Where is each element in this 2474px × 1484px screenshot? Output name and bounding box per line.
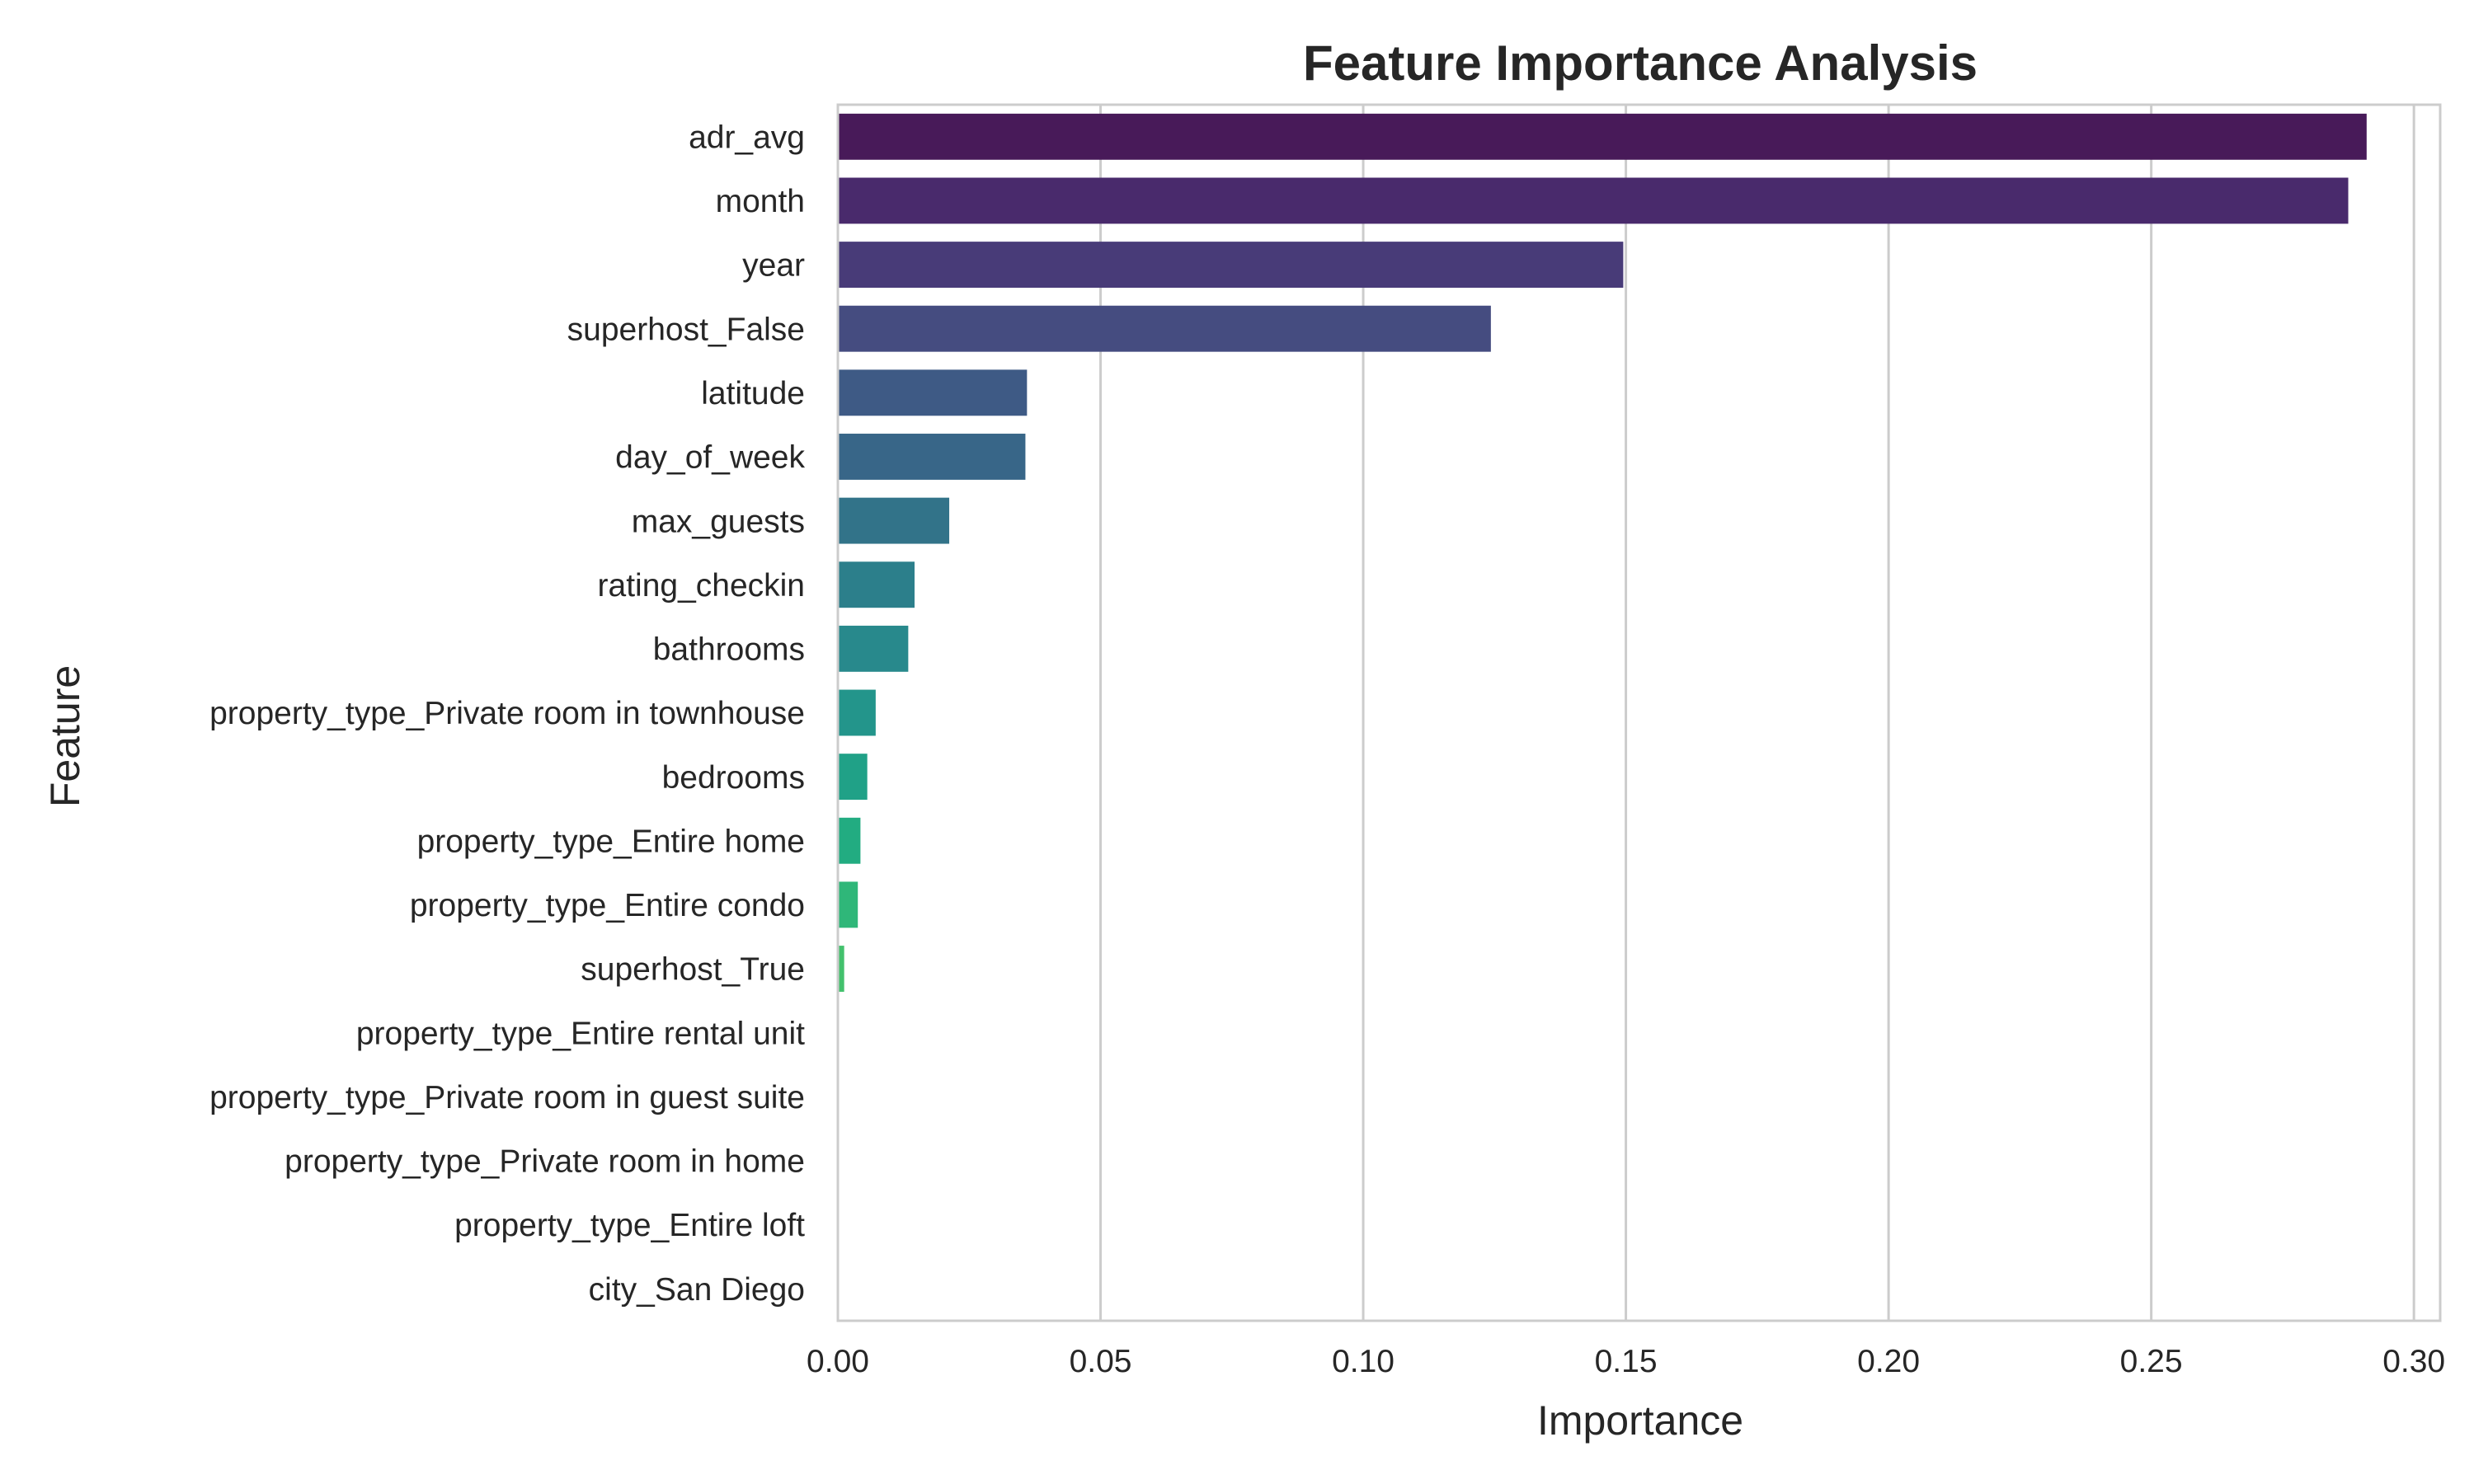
x-tick-label: 0.05 — [1070, 1344, 1132, 1379]
bar — [838, 177, 2349, 224]
x-tick-label: 0.25 — [2120, 1344, 2183, 1379]
y-tick-label: day_of_week — [615, 440, 805, 476]
y-tick-label: property_type_Private room in guest suit… — [209, 1080, 805, 1115]
bar — [838, 242, 1624, 289]
x-tick-label: 0.30 — [2382, 1344, 2445, 1379]
y-tick-label: latitude — [701, 376, 805, 411]
y-tick-label: bedrooms — [662, 760, 805, 796]
y-tick-label: superhost_False — [567, 312, 805, 347]
y-tick-label: property_type_Entire condo — [410, 888, 805, 923]
bar — [838, 754, 868, 801]
x-axis-title: Importance — [1537, 1397, 1743, 1444]
bar — [838, 689, 876, 736]
y-tick-label: bathrooms — [653, 632, 805, 668]
bar — [838, 946, 844, 992]
bar — [838, 434, 1026, 480]
y-tick-label: superhost_True — [581, 952, 805, 988]
y-tick-label: year — [742, 248, 805, 284]
x-tick-label: 0.10 — [1332, 1344, 1395, 1379]
y-tick-label: property_type_Entire rental unit — [356, 1016, 805, 1051]
x-tick-labels: 0.00 0.05 0.10 0.15 0.20 0.25 0.30 — [807, 1344, 2445, 1379]
bar — [838, 113, 2367, 160]
bar — [838, 369, 1028, 416]
y-tick-label: max_guests — [632, 504, 805, 539]
y-tick-label: property_type_Entire loft — [454, 1208, 805, 1243]
plot-frame — [836, 103, 2442, 1322]
bars — [838, 113, 2367, 992]
x-tick-label: 0.20 — [1857, 1344, 1920, 1379]
bar — [838, 305, 1491, 352]
y-axis-title: Feature — [42, 665, 88, 807]
y-tick-label: month — [716, 184, 805, 219]
bar — [838, 881, 858, 928]
bar — [838, 817, 861, 864]
bar — [838, 497, 950, 544]
y-tick-label: property_type_Entire home — [417, 824, 805, 859]
y-tick-label: property_type_Private room in home — [285, 1144, 805, 1180]
x-tick-label: 0.15 — [1595, 1344, 1658, 1379]
y-tick-label: city_San Diego — [589, 1272, 805, 1308]
y-tick-label: adr_avg — [689, 120, 805, 155]
x-tick-label: 0.00 — [807, 1344, 869, 1379]
y-tick-label: property_type_Private room in townhouse — [209, 696, 805, 731]
y-tick-label: rating_checkin — [598, 568, 805, 603]
chart-title: Feature Importance Analysis — [1303, 35, 1978, 91]
bar — [838, 625, 909, 672]
bar — [838, 561, 915, 608]
